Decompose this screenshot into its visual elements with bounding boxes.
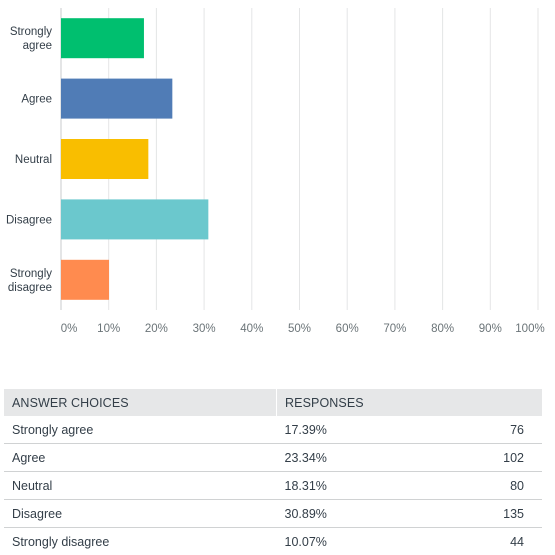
count-cell: 76 (492, 416, 542, 444)
responses-header: RESPONSES (276, 389, 542, 416)
choice-cell: Agree (4, 443, 277, 472)
table-row: Neutral 18.31% 80 (4, 471, 542, 500)
percent-cell: 10.07% (284, 534, 327, 549)
x-tick-label: 50% (288, 323, 311, 335)
x-tick-label: 40% (240, 323, 263, 335)
table-row: Agree 23.34% 102 (4, 443, 542, 472)
category-label: Strongly disagree (8, 268, 52, 294)
bar (61, 139, 149, 179)
table-row: Strongly agree 17.39% 76 (4, 416, 542, 444)
category-label: Neutral (15, 154, 52, 166)
count-cell: 102 (492, 443, 542, 472)
bar (61, 259, 110, 300)
category-label: Disagree (6, 214, 52, 226)
percent-cell: 18.31% (276, 471, 493, 500)
percent-cell: 17.39% (276, 416, 493, 444)
choice-cell: Neutral (4, 471, 277, 500)
count-cell: 80 (492, 471, 542, 500)
bar (61, 78, 173, 119)
responses-table: ANSWER CHOICES RESPONSES Strongly agree … (4, 389, 542, 555)
percent-cell: 30.89% (276, 499, 493, 528)
count-cell: 44 (510, 534, 524, 549)
x-tick-label: 20% (145, 323, 168, 335)
table-row: Strongly disagree 10.07% 44 (4, 528, 542, 555)
x-tick-label: 100% (515, 323, 544, 335)
table-header-row: ANSWER CHOICES RESPONSES (4, 389, 542, 416)
bar (61, 199, 209, 240)
category-label: Agree (21, 94, 52, 106)
choice-cell: Strongly disagree (12, 534, 110, 549)
answer-choices-header: ANSWER CHOICES (4, 389, 277, 416)
x-tick-label: 0% (61, 323, 78, 335)
count-cell: 135 (492, 499, 542, 528)
bar (61, 18, 144, 59)
category-label: Strongly agree (10, 26, 52, 52)
x-tick-label: 10% (97, 323, 120, 335)
choice-cell: Disagree (4, 499, 277, 528)
x-tick-label: 60% (336, 323, 359, 335)
x-tick-label: 30% (193, 323, 216, 335)
x-tick-label: 90% (479, 323, 502, 335)
table-row: Disagree 30.89% 135 (4, 499, 542, 528)
choice-cell: Strongly agree (4, 416, 277, 444)
x-tick-label: 70% (383, 323, 406, 335)
x-tick-label: 80% (431, 323, 454, 335)
bar-chart: Strongly agree Agree Neutral Disagree Strongl… (6, 8, 545, 335)
percent-cell: 23.34% (276, 443, 493, 472)
